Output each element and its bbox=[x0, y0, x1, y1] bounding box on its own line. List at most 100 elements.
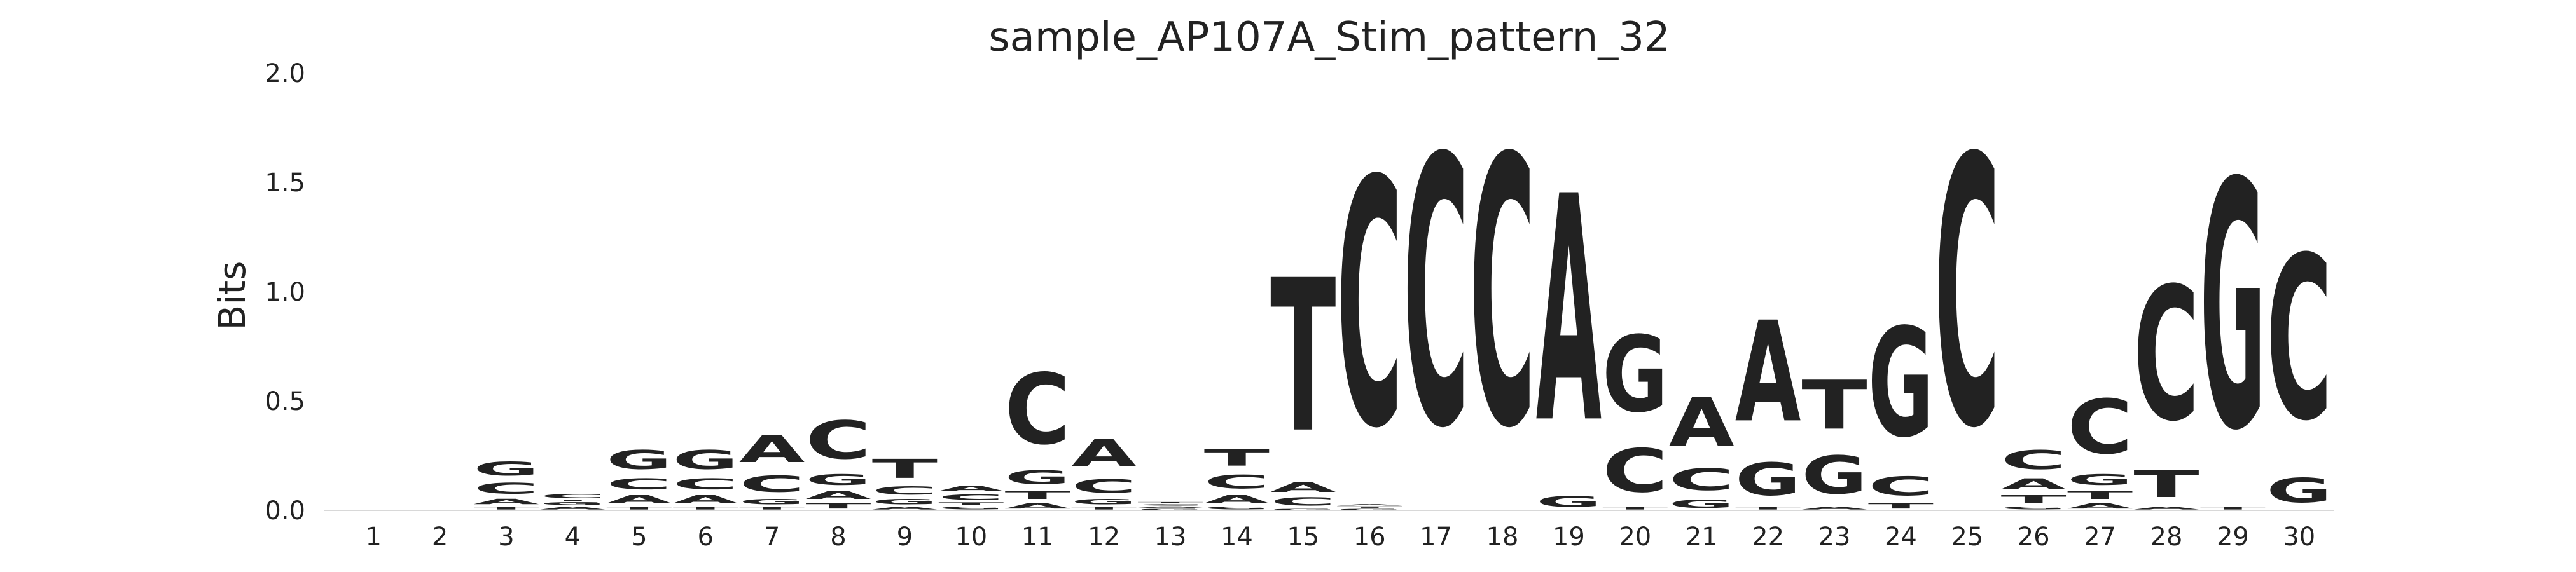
logo-letter-c: C bbox=[673, 475, 738, 493]
logo-letter-g: G bbox=[1005, 466, 1070, 488]
logo-letter-t: T bbox=[805, 501, 871, 510]
x-tick-label: 12 bbox=[1088, 522, 1120, 552]
logo-letter-g: G bbox=[739, 498, 805, 507]
logo-letter-c: C bbox=[2266, 210, 2332, 471]
x-tick-label: 27 bbox=[2084, 522, 2116, 552]
logo-letter-c: C bbox=[739, 472, 805, 498]
logo-column: AGT bbox=[1801, 366, 1867, 510]
logo-letter-t: T bbox=[1868, 501, 1934, 510]
logo-letter-g: G bbox=[1137, 508, 1203, 510]
logo-letter-t: T bbox=[606, 506, 672, 510]
x-tick-label: 14 bbox=[1221, 522, 1253, 552]
logo-column: GCA bbox=[1669, 384, 1735, 510]
x-tick-label: 29 bbox=[2217, 522, 2249, 552]
logo-letter-c: C bbox=[872, 484, 938, 498]
logo-letter-t: T bbox=[1602, 506, 1668, 510]
logo-letter-g: G bbox=[2266, 471, 2332, 510]
logo-letter-c: C bbox=[2067, 384, 2133, 471]
logo-column: GC bbox=[2266, 210, 2332, 510]
logo-letter-c: C bbox=[2133, 250, 2199, 462]
x-tick-label: 23 bbox=[1818, 522, 1851, 552]
logo-letter-g: G bbox=[1735, 454, 1801, 506]
y-tick-label: 0.0 bbox=[265, 496, 305, 526]
logo-letter-g: G bbox=[805, 471, 871, 488]
x-tick-label: 17 bbox=[1420, 522, 1452, 552]
logo-letter-a: A bbox=[805, 489, 871, 501]
logo-letter-g: G bbox=[1270, 508, 1336, 510]
logo-letter-t: T bbox=[1204, 445, 1270, 471]
logo-letter-t: T bbox=[1801, 366, 1867, 444]
logo-letter-t: T bbox=[1735, 506, 1801, 510]
logo-letter-c: C bbox=[1403, 81, 1469, 509]
x-tick-label: 8 bbox=[830, 522, 846, 552]
logo-letter-c: C bbox=[540, 493, 606, 499]
logo-letter-t: T bbox=[1270, 236, 1336, 479]
x-tick-label: 6 bbox=[697, 522, 713, 552]
logo-letter-t: T bbox=[2133, 463, 2199, 507]
y-tick-label: 1.0 bbox=[265, 278, 305, 307]
x-tick-label: 7 bbox=[764, 522, 780, 552]
x-tick-label: 4 bbox=[565, 522, 581, 552]
logo-letter-t: T bbox=[1071, 506, 1137, 510]
x-tick-label: 18 bbox=[1486, 522, 1519, 552]
logo-letter-a: A bbox=[872, 506, 938, 510]
logo-letter-c: C bbox=[1868, 472, 1934, 502]
x-tick-label: 19 bbox=[1553, 522, 1585, 552]
logo-letter-g: G bbox=[2001, 506, 2067, 510]
logo-letter-g: G bbox=[540, 501, 606, 506]
logo-letter-a: A bbox=[2067, 501, 2133, 510]
x-tick-label: 15 bbox=[1287, 522, 1319, 552]
logo-letter-c: C bbox=[1137, 504, 1203, 506]
logo-letter-t: T bbox=[473, 506, 539, 510]
logo-letter-t: T bbox=[2001, 493, 2067, 506]
logo-column: C bbox=[1469, 81, 1535, 509]
logo-column: GA bbox=[1536, 132, 1602, 510]
logo-letter-c: C bbox=[606, 475, 672, 493]
x-tick-label: 24 bbox=[1885, 522, 1917, 552]
x-tick-label: 2 bbox=[432, 522, 448, 552]
logo-letter-c: C bbox=[1469, 81, 1535, 509]
x-tick-label: 9 bbox=[897, 522, 913, 552]
logo-letter-c: C bbox=[938, 493, 1004, 501]
logo-letter-c: C bbox=[1934, 81, 2000, 509]
logo-letter-g: G bbox=[473, 458, 539, 479]
logo-letter-g: G bbox=[1071, 498, 1137, 507]
logo-letter-a: A bbox=[1337, 504, 1402, 506]
logo-letter-t: T bbox=[1005, 489, 1070, 501]
logo-letter-g: G bbox=[938, 506, 1004, 510]
logo-letter-a: A bbox=[1669, 384, 1735, 462]
logo-column: C bbox=[1403, 81, 1469, 509]
logo-letter-a: A bbox=[473, 498, 539, 507]
logo-letter-t: T bbox=[673, 506, 738, 510]
x-tick-label: 25 bbox=[1951, 522, 1983, 552]
x-tick-label: 5 bbox=[631, 522, 647, 552]
logo-letter-t: T bbox=[2067, 489, 2133, 501]
x-tick-label: 22 bbox=[1752, 522, 1784, 552]
logo-letter-c: C bbox=[1270, 495, 1336, 508]
x-tick-label: 30 bbox=[2283, 522, 2315, 552]
logo-letter-a: A bbox=[540, 506, 606, 510]
logo-letter-t: T bbox=[1337, 506, 1402, 508]
logo-letter-c: C bbox=[1204, 471, 1270, 493]
logo-letter-c: C bbox=[805, 411, 871, 472]
logo-letter-g: G bbox=[2200, 112, 2266, 505]
logo-letter-g: G bbox=[673, 445, 738, 475]
x-axis-ticks: 1 2 3 4 5 6 7 8 9 10 11 12 13 14 15 16 17 18 19 20 21 22 23 24 2… bbox=[365, 522, 2315, 552]
logo-column: TCG bbox=[1868, 297, 1934, 510]
logo-letter-a: A bbox=[1270, 480, 1336, 495]
logo-letter-a: A bbox=[2133, 506, 2199, 510]
x-tick-label: 3 bbox=[498, 522, 514, 552]
